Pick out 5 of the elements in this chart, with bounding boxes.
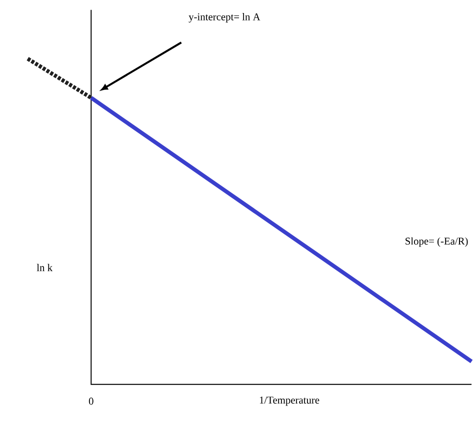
y-axis-title: ln k — [36, 264, 53, 272]
annotation: Slope= (-Ea/R) — [406, 237, 468, 247]
x-axis-title: 1/Temperature — [260, 396, 320, 406]
text: y-intercept= ln A — [188, 13, 260, 23]
text: 0 — [88, 398, 94, 405]
